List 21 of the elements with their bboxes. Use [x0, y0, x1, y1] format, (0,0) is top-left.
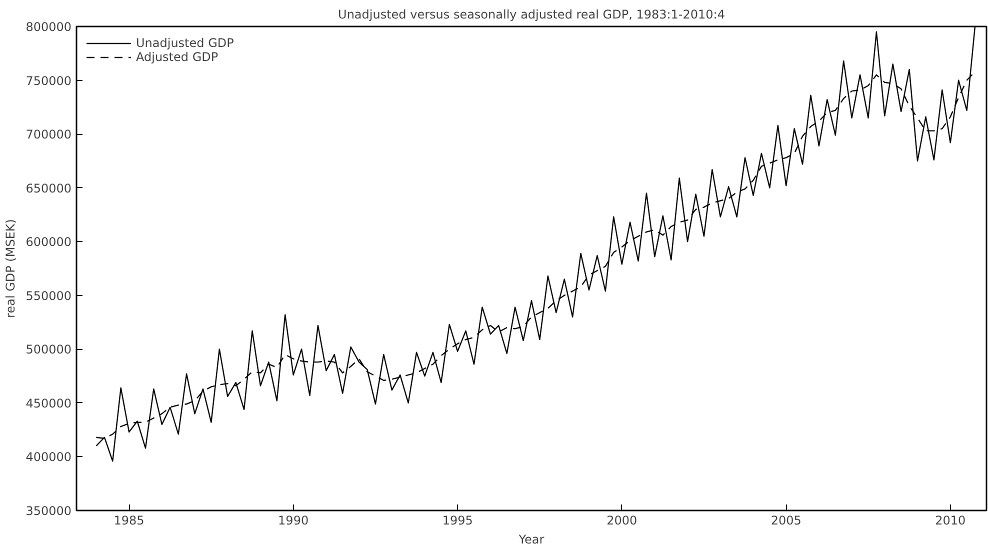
y-tick-label: 350000: [26, 504, 72, 518]
y-tick-label: 550000: [26, 288, 72, 303]
y-tick-label: 400000: [26, 450, 72, 464]
legend-label: Adjusted GDP: [136, 50, 218, 64]
y-tick-label: 500000: [26, 342, 72, 357]
y-tick-label: 750000: [26, 74, 72, 88]
x-tick-label: 2005: [770, 514, 802, 528]
x-tick-label: 1995: [442, 514, 473, 528]
y-tick-label: 600000: [26, 235, 72, 250]
y-tick-label: 700000: [26, 128, 72, 142]
x-tick-label: 2000: [606, 514, 638, 528]
y-tick-label: 800000: [26, 20, 72, 34]
x-tick-label: 1990: [278, 514, 309, 528]
legend-label: Unadjusted GDP: [136, 36, 234, 50]
x-axis-title: Year: [518, 532, 544, 546]
y-axis-title: real GDP (MSEK): [4, 219, 18, 318]
x-tick-label: 1985: [114, 514, 144, 528]
x-tick-label: 2010: [935, 514, 966, 528]
y-tick-label: 650000: [26, 181, 72, 196]
y-tick-label: 450000: [26, 396, 72, 410]
chart-title: Unadjusted versus seasonally adjusted real GDP, 1983:1-2010:4: [338, 8, 725, 22]
